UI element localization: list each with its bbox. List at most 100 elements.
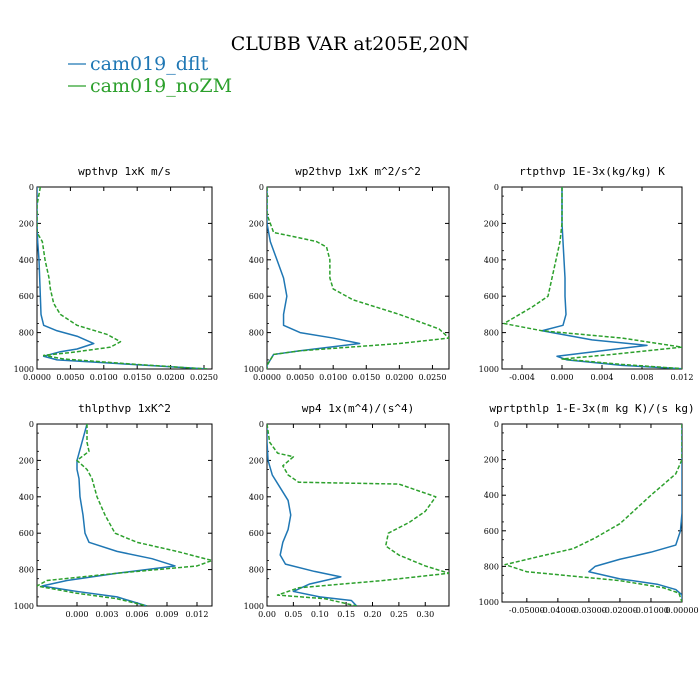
x-tick-label: 0.006 <box>126 610 149 619</box>
y-tick-label: 1000 <box>479 598 499 607</box>
y-tick-label: 600 <box>19 529 34 538</box>
plot-frame <box>36 423 213 607</box>
x-tick-label: -0.01000 <box>633 606 669 615</box>
x-tick-label: 0.0250 <box>190 373 218 382</box>
x-tick-label: 0.20 <box>364 610 382 619</box>
x-tick-label: 0.004 <box>591 373 614 382</box>
series-line-dflt <box>267 187 361 369</box>
y-tick-label: 1000 <box>14 365 34 374</box>
x-tick-label: 0.0150 <box>352 373 380 382</box>
y-tick-label: 0 <box>494 420 499 429</box>
series-line-dflt <box>37 187 208 369</box>
y-tick-label: 600 <box>484 527 499 536</box>
x-tick-label: 0.0050 <box>56 373 84 382</box>
y-tick-label: 1000 <box>244 602 264 611</box>
x-tick-label: 0.009 <box>156 610 179 619</box>
x-tick-label: 0.012 <box>671 373 694 382</box>
x-tick-label: 0.0250 <box>418 373 446 382</box>
x-tick-label: 0.012 <box>186 610 209 619</box>
y-tick-label: 800 <box>484 562 499 571</box>
panel-2: wp2thvp 1xK m^2/s^2020040060080010000.00… <box>244 165 450 382</box>
figure-title: CLUBB VAR at205E,20N <box>231 33 470 55</box>
y-tick-label: 200 <box>249 456 264 465</box>
panel-title: rtpthvp 1E-3x(kg/kg) K <box>519 165 665 178</box>
y-tick-label: 200 <box>19 219 34 228</box>
x-tick-label: 0.0000 <box>23 373 51 382</box>
y-tick-label: 0 <box>29 420 34 429</box>
y-tick-label: 200 <box>249 219 264 228</box>
panel-3: rtpthvp 1E-3x(kg/kg) K 0 200 400 600 800 1000 -… <box>479 165 694 382</box>
x-tick-label: -0.02000 <box>602 606 638 615</box>
series-line-dflt <box>588 424 682 602</box>
plot-frame <box>501 186 683 370</box>
y-tick-label: 200 <box>484 219 499 228</box>
legend-label-nozm: cam019_noZM <box>90 75 232 97</box>
series-line-nozm <box>504 424 682 602</box>
series-line-nozm <box>503 187 682 369</box>
series-line-nozm <box>267 424 449 606</box>
y-tick-label: 800 <box>249 329 264 338</box>
series-line-dflt <box>267 424 358 606</box>
panel-6: wprtpthlp 1-E-3x(m kg K)/(s kg) 0 200 400 60… <box>479 402 699 615</box>
y-tick-label: 400 <box>19 493 34 502</box>
legend-label-dflt: cam019_dflt <box>90 53 209 75</box>
x-tick-label: 0.0200 <box>157 373 185 382</box>
y-tick-label: 800 <box>19 566 34 575</box>
panel-title: wp4 1x(m^4)/(s^4) <box>302 402 415 415</box>
y-tick-label: 600 <box>19 292 34 301</box>
x-tick-label: -0.03000 <box>571 606 607 615</box>
y-tick-label: 0 <box>29 183 34 192</box>
y-tick-label: 400 <box>19 256 34 265</box>
series-line-nozm <box>267 187 449 369</box>
y-tick-label: 1000 <box>479 365 499 374</box>
y-tick-label: 800 <box>19 329 34 338</box>
y-tick-label: 400 <box>249 493 264 502</box>
series-line-dflt <box>41 424 176 606</box>
y-tick-label: 400 <box>484 491 499 500</box>
panel-title: wprtpthlp 1-E-3x(m kg K)/(s kg) <box>489 402 694 415</box>
x-tick-label: 0.05 <box>284 610 302 619</box>
y-tick-label: 400 <box>249 256 264 265</box>
y-tick-label: 0 <box>259 420 264 429</box>
x-tick-label: 0.30 <box>416 610 434 619</box>
x-tick-label: 0.25 <box>390 610 408 619</box>
panel-4: thlpthvp 1xK^2 0 200 400 600 800 1000 0.000 0.00… <box>14 402 213 619</box>
y-tick-label: 0 <box>494 183 499 192</box>
x-tick-label: 0.0050 <box>286 373 314 382</box>
y-tick-label: 600 <box>249 292 264 301</box>
x-tick-label: 0.10 <box>311 610 329 619</box>
panel-title: thlpthvp 1xK^2 <box>78 402 171 415</box>
y-tick-label: 800 <box>249 566 264 575</box>
x-tick-label: 0.15 <box>337 610 355 619</box>
x-tick-label: -0.004 <box>509 373 535 382</box>
x-tick-label: -0.04000 <box>540 606 576 615</box>
series-line-nozm <box>37 424 212 606</box>
y-tick-label: 1000 <box>14 602 34 611</box>
y-tick-label: 1000 <box>244 365 264 374</box>
x-tick-label: 0.0200 <box>385 373 413 382</box>
y-tick-label: 600 <box>249 529 264 538</box>
panel-title: wp2thvp 1xK m^2/s^2 <box>295 165 421 178</box>
x-tick-label: 0.00000 <box>665 606 698 615</box>
x-tick-label: 0.00 <box>258 610 276 619</box>
series-line-nozm <box>37 187 208 369</box>
y-tick-label: 400 <box>484 256 499 265</box>
x-tick-label: 0.008 <box>631 373 654 382</box>
x-tick-label: 0.0000 <box>253 373 281 382</box>
x-tick-label: 0.000 <box>551 373 574 382</box>
panel-title: wpthvp 1xK m/s <box>78 165 171 178</box>
legend: cam019_dflt cam019_noZM <box>68 53 232 97</box>
y-tick-label: 200 <box>19 456 34 465</box>
x-tick-label: 0.000 <box>66 610 89 619</box>
y-tick-label: 0 <box>259 183 264 192</box>
x-tick-label: -0.05000 <box>509 606 545 615</box>
x-tick-label: 0.0150 <box>123 373 151 382</box>
y-tick-label: 800 <box>484 329 499 338</box>
y-tick-label: 200 <box>484 456 499 465</box>
y-tick-label: 600 <box>484 292 499 301</box>
x-tick-label: 0.0100 <box>90 373 118 382</box>
